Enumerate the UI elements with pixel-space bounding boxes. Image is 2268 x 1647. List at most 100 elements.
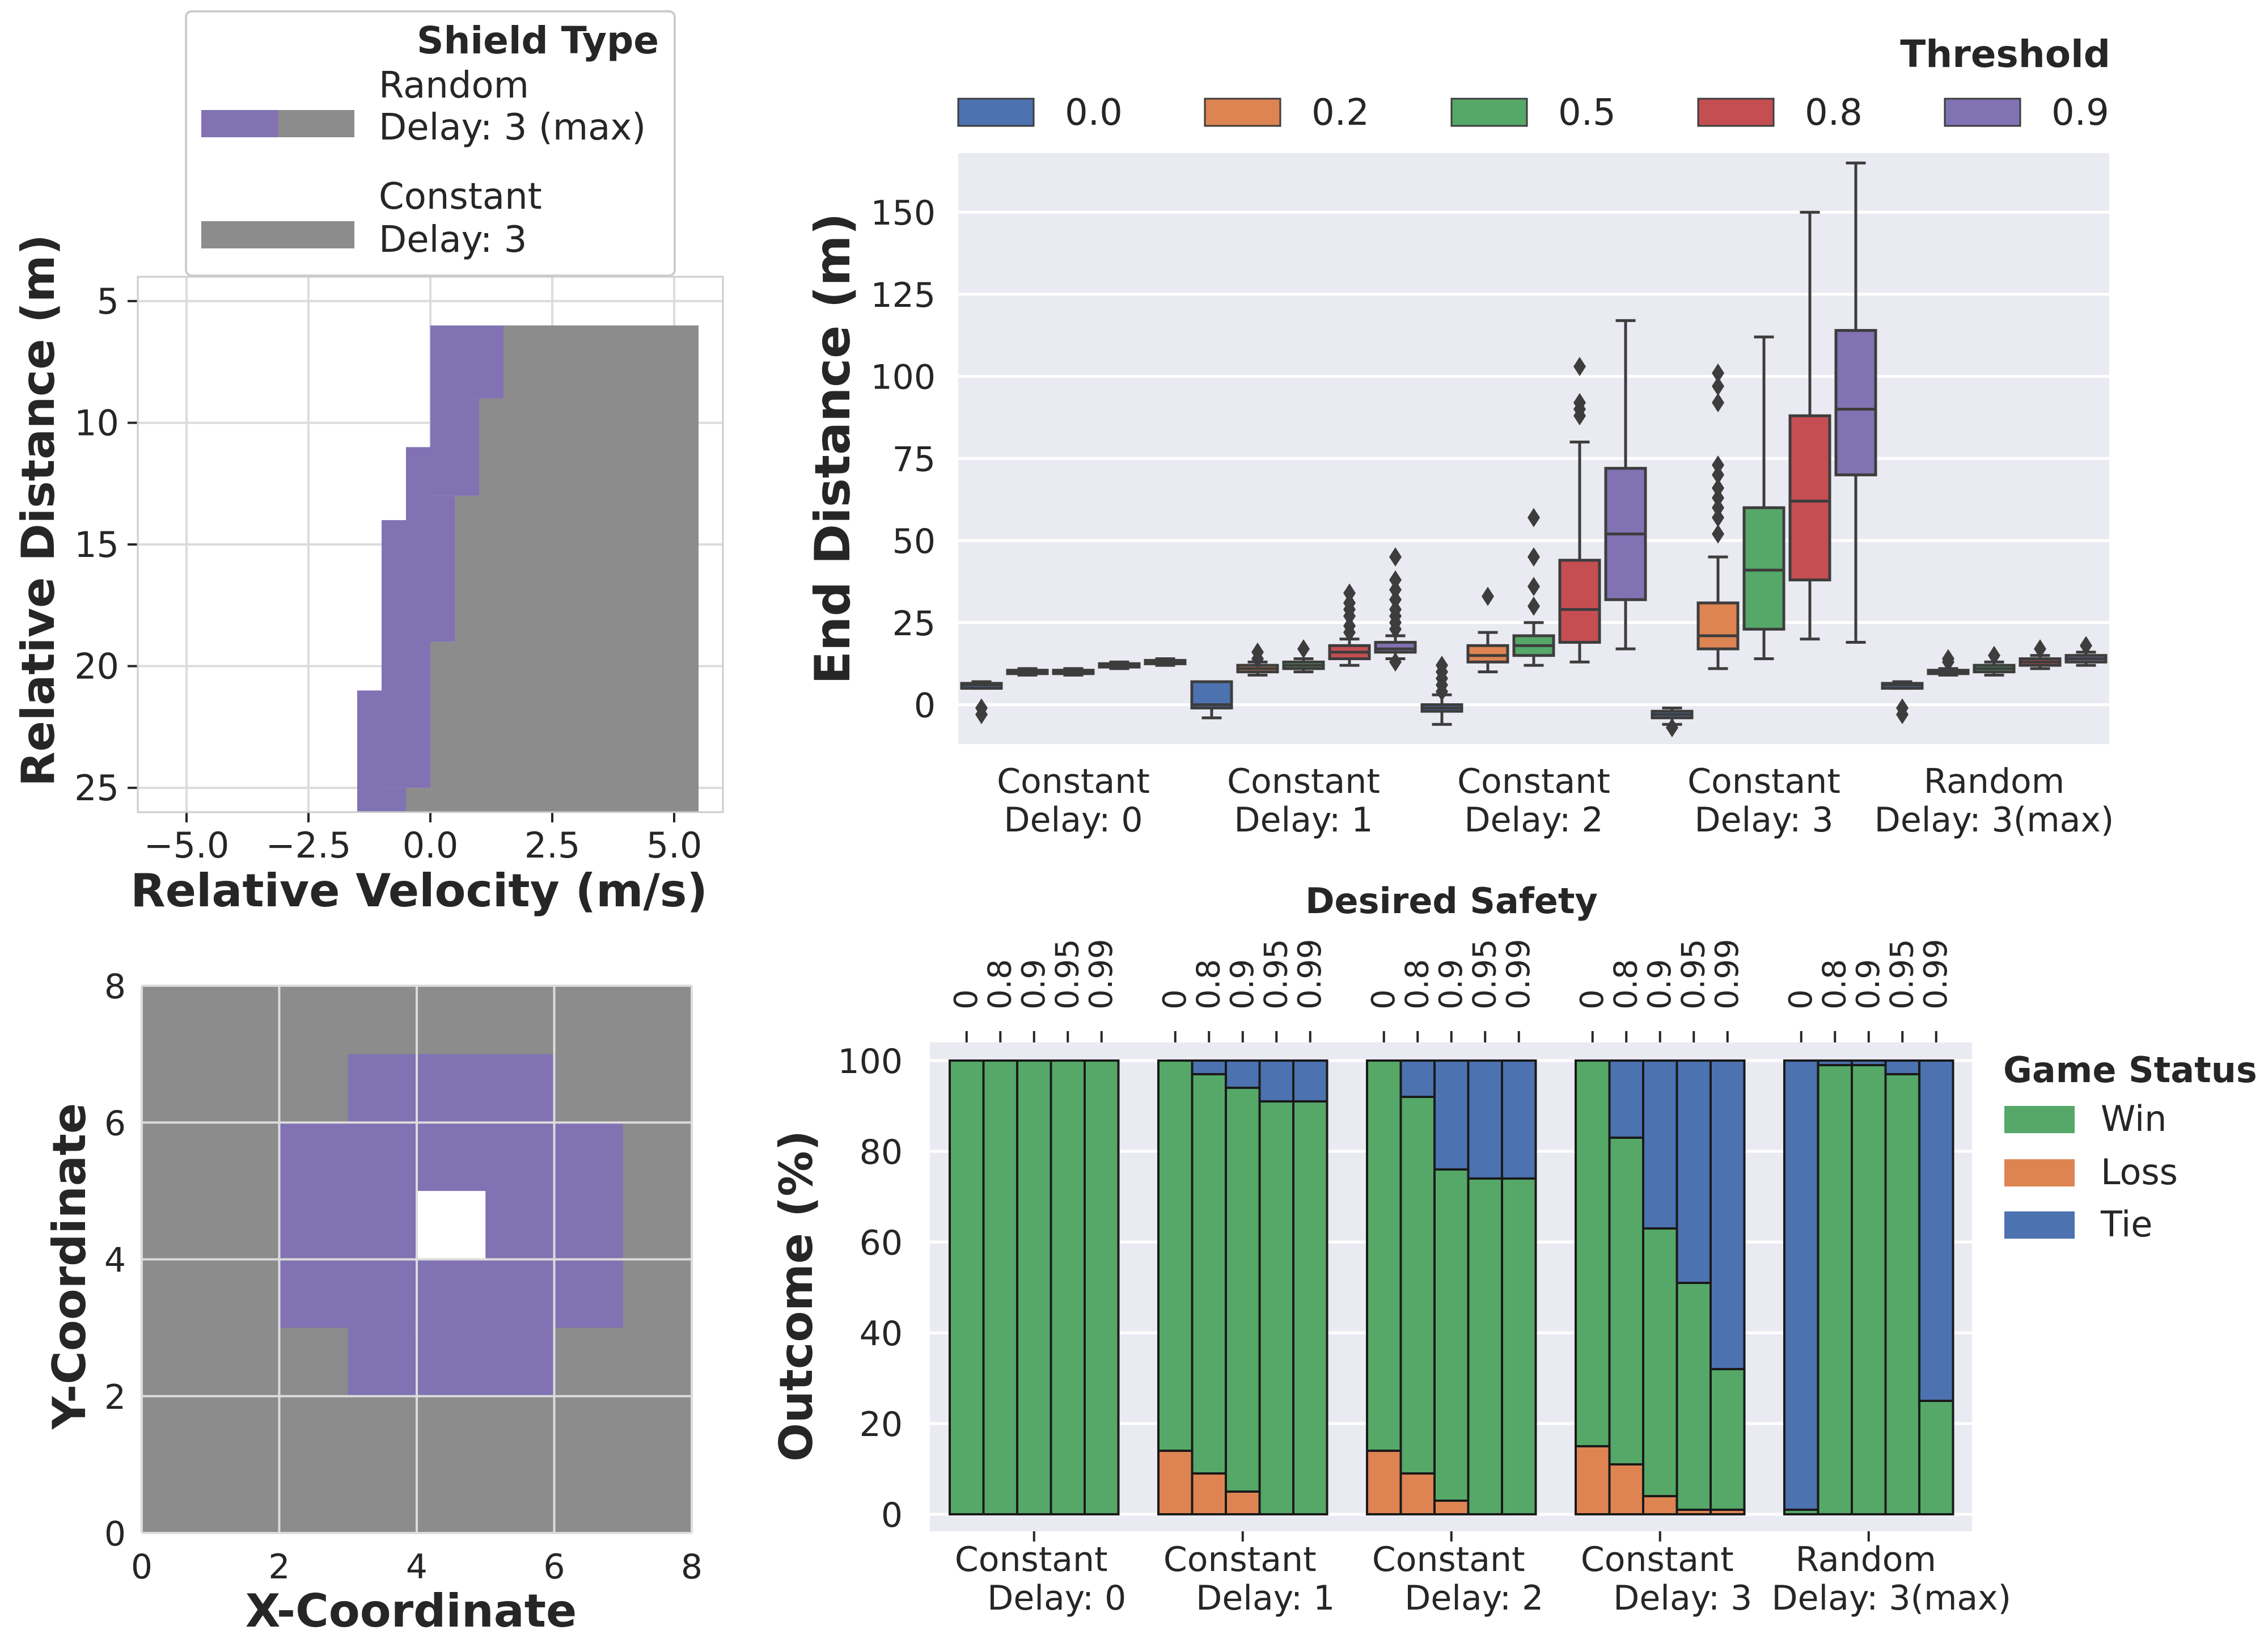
- bar-segment-win: [1608, 1137, 1644, 1466]
- bar-segment-loss: [1366, 1450, 1402, 1515]
- y-tick-label: 75: [892, 440, 936, 479]
- box-outlier: [1988, 645, 2000, 665]
- top-tick-label: 0.9: [1015, 959, 1052, 1010]
- shield-region-grey: [479, 398, 503, 812]
- top-tick-label: 0.95: [1049, 939, 1086, 1010]
- y-tick-label: 80: [860, 1133, 903, 1172]
- top-tick-label: 0.95: [1466, 939, 1503, 1010]
- box-body: [1696, 601, 1740, 651]
- shield-region-grey: [503, 325, 699, 812]
- box-body: [1788, 414, 1831, 582]
- bar-segment-win: [1675, 1282, 1712, 1511]
- box-outlier: [1712, 392, 1724, 412]
- bar-segment-tie: [1501, 1059, 1537, 1180]
- bar-segment-win: [982, 1059, 1018, 1515]
- legend-label: Random: [379, 65, 529, 107]
- y-tick-label: 40: [860, 1314, 903, 1354]
- top-tick-label: 0: [1157, 989, 1194, 1010]
- top-tick-label: 0.8: [981, 959, 1018, 1010]
- box-outlier: [1712, 508, 1724, 527]
- bar-segment-loss: [1608, 1463, 1644, 1515]
- box-outlier: [1343, 616, 1356, 636]
- bar-segment-tie: [1851, 1059, 1887, 1066]
- legend-swatch: [1944, 98, 2021, 127]
- top-tick-label: 0.99: [1500, 939, 1537, 1010]
- grid-region-white: [417, 1190, 486, 1260]
- x-tick-label: 4: [406, 1547, 428, 1587]
- x-tick-label: −5.0: [144, 825, 230, 866]
- top-tick-label: 0.95: [1884, 939, 1920, 1010]
- bar-segment-loss: [1642, 1495, 1678, 1515]
- legend-label: 0.8: [1805, 92, 1863, 134]
- top-tick-label: 0: [1783, 989, 1820, 1010]
- x-tick-label: 2.5: [524, 825, 581, 866]
- bar-segment-tie: [1918, 1059, 1954, 1402]
- y-tick-label: 25: [74, 767, 119, 809]
- y-tick-label: 100: [870, 358, 936, 398]
- x-category-label: Constant: [1372, 1540, 1525, 1580]
- shield-region-grey: [430, 641, 455, 812]
- y-axis-label: Outcome (%): [770, 1130, 823, 1462]
- bar-segment-win: [1225, 1087, 1261, 1493]
- bar-segment-win: [1642, 1227, 1678, 1497]
- box-outlier: [1389, 547, 1402, 567]
- box-outlier: [1251, 642, 1264, 662]
- legend-label: 0.5: [1558, 92, 1616, 134]
- bar-segment-loss: [1225, 1490, 1261, 1515]
- x-tick-label: 8: [681, 1547, 703, 1587]
- x-tick-label: 2: [268, 1547, 290, 1587]
- x-category-label: Constant: [1227, 762, 1380, 801]
- box-outlier: [1436, 656, 1448, 675]
- top-axis-title: Desired Safety: [1305, 880, 1598, 922]
- x-category-label: Delay: 0: [1004, 800, 1143, 840]
- shield-region-purple: [430, 398, 479, 496]
- bar-segment-tie: [1225, 1059, 1261, 1089]
- legend-swatch: [2004, 1159, 2075, 1186]
- box-outlier: [1343, 593, 1356, 613]
- x-category-label: Delay: 3: [1613, 1578, 1752, 1618]
- x-category-label: Constant: [955, 1540, 1108, 1580]
- legend-swatch: [1697, 98, 1775, 127]
- x-category-label: Constant: [1457, 762, 1610, 801]
- box-outlier: [1712, 455, 1724, 475]
- y-tick-label: 150: [870, 193, 936, 233]
- shield-region-purple: [357, 690, 382, 812]
- bar-segment-tie: [1675, 1059, 1712, 1284]
- box-outlier: [1527, 577, 1540, 597]
- box-outlier: [1389, 599, 1402, 619]
- bar-segment-tie: [1399, 1059, 1436, 1098]
- x-tick-label: 0: [131, 1547, 153, 1587]
- bar-segment-tie: [1817, 1059, 1853, 1066]
- box-outlier: [1527, 596, 1540, 616]
- box-outlier: [1712, 465, 1724, 485]
- bar-segment-win: [1084, 1059, 1120, 1515]
- bar-segment-tie: [1710, 1059, 1746, 1370]
- top-tick-label: 0: [1365, 989, 1402, 1010]
- bar-segment-win: [1016, 1059, 1052, 1515]
- bar-segment-loss: [1191, 1472, 1227, 1515]
- y-tick-label: 125: [870, 276, 936, 315]
- legend-swatch: [201, 110, 278, 137]
- bar-segment-loss: [1399, 1472, 1436, 1515]
- bar-segment-win: [1467, 1177, 1503, 1515]
- y-tick-label: 0: [914, 686, 936, 726]
- y-tick-label: 20: [860, 1405, 903, 1445]
- y-tick-label: 100: [837, 1042, 903, 1082]
- box-outlier: [1389, 652, 1402, 672]
- legend-title: Threshold: [1900, 32, 2110, 76]
- y-tick-label: 4: [104, 1241, 126, 1281]
- box-body: [1558, 559, 1601, 644]
- y-tick-label: 15: [74, 524, 119, 565]
- bar-segment-tie: [1258, 1059, 1294, 1103]
- legend-swatch: [278, 110, 354, 137]
- x-category-label: Delay: 1: [1196, 1578, 1335, 1618]
- box-outlier: [1389, 570, 1402, 590]
- top-tick-label: 0.8: [1607, 959, 1644, 1010]
- top-tick-label: 0.95: [1258, 939, 1294, 1010]
- legend-swatch: [2004, 1211, 2075, 1239]
- bar-segment-win: [1575, 1059, 1611, 1447]
- box-outlier: [1896, 704, 1909, 724]
- legend-label: Loss: [2101, 1151, 2178, 1193]
- box-outlier: [1712, 363, 1724, 383]
